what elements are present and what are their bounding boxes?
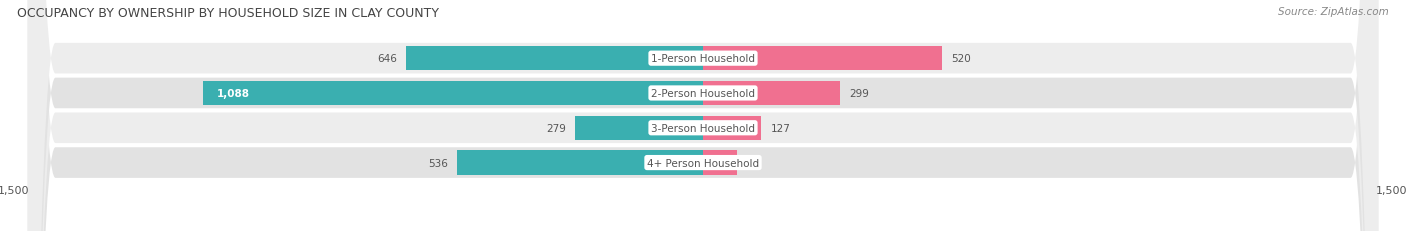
Text: 3-Person Household: 3-Person Household xyxy=(651,123,755,133)
Text: 75: 75 xyxy=(747,158,759,168)
Text: 2-Person Household: 2-Person Household xyxy=(651,88,755,99)
FancyBboxPatch shape xyxy=(28,0,1378,231)
Text: 520: 520 xyxy=(950,54,970,64)
Text: 536: 536 xyxy=(427,158,447,168)
Bar xyxy=(703,151,738,175)
Text: 299: 299 xyxy=(849,88,869,99)
FancyBboxPatch shape xyxy=(28,0,1378,231)
Text: Source: ZipAtlas.com: Source: ZipAtlas.com xyxy=(1278,7,1389,17)
Bar xyxy=(575,116,703,140)
Text: 1-Person Household: 1-Person Household xyxy=(651,54,755,64)
Bar xyxy=(457,151,703,175)
Bar xyxy=(703,82,841,106)
Bar xyxy=(406,47,703,71)
Text: OCCUPANCY BY OWNERSHIP BY HOUSEHOLD SIZE IN CLAY COUNTY: OCCUPANCY BY OWNERSHIP BY HOUSEHOLD SIZE… xyxy=(17,7,439,20)
Bar xyxy=(204,82,703,106)
Text: 4+ Person Household: 4+ Person Household xyxy=(647,158,759,168)
FancyBboxPatch shape xyxy=(28,0,1378,231)
FancyBboxPatch shape xyxy=(28,0,1378,231)
Text: 1,088: 1,088 xyxy=(217,88,250,99)
Bar xyxy=(703,47,942,71)
Text: 279: 279 xyxy=(546,123,565,133)
Bar xyxy=(703,116,761,140)
Text: 127: 127 xyxy=(770,123,790,133)
Text: 646: 646 xyxy=(377,54,396,64)
